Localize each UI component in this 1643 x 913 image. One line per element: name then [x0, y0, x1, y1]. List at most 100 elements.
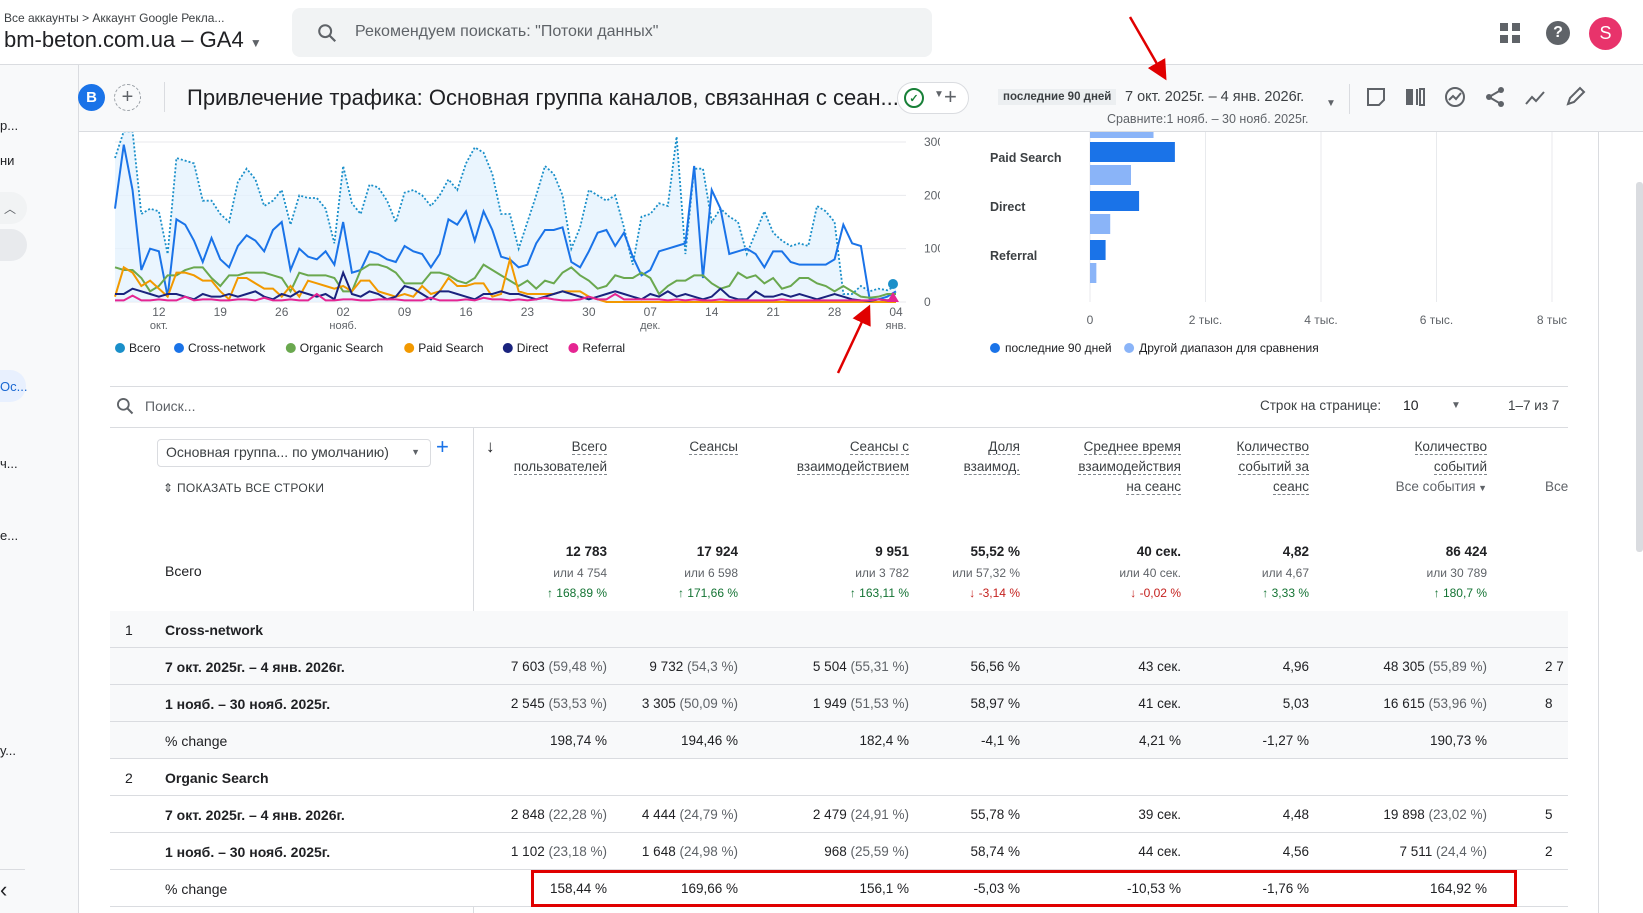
bar — [1090, 214, 1111, 234]
rows-per-page-select[interactable]: 10 ▼ — [1403, 397, 1463, 413]
legend-marker — [404, 343, 415, 353]
caret-down-icon: ▼ — [411, 447, 420, 457]
compare-columns-icon[interactable] — [1404, 86, 1426, 108]
column-header[interactable]: Доля взаимод. — [963, 437, 1020, 477]
sidebar-item[interactable]: р... — [0, 118, 19, 133]
property-selector[interactable]: bm-beton.com.ua – GA4 ▼ — [4, 27, 262, 53]
cell-value: 2 — [1545, 844, 1553, 859]
column-header[interactable]: Всего пользователей — [513, 437, 607, 477]
column-header-line: событий за — [1237, 457, 1309, 477]
global-search[interactable]: Рекомендуем поискать: "Потоки данных" — [292, 8, 932, 57]
table-row[interactable] — [110, 759, 1568, 796]
table-row[interactable] — [110, 611, 1568, 648]
table-row[interactable] — [110, 722, 1568, 759]
scrollbar[interactable] — [1636, 182, 1643, 552]
series-line-Всего — [114, 132, 897, 295]
note-icon[interactable] — [1365, 86, 1387, 108]
column-header[interactable]: Все — [1545, 437, 1620, 497]
add-comparison-button[interactable]: + — [114, 84, 141, 111]
cell-value: 4 444 — [641, 807, 676, 822]
date-range-selector[interactable]: 7 окт. 2025г. – 4 янв. 2026г. — [1125, 89, 1305, 105]
column-header[interactable]: Сеансы с взаимодействием — [796, 437, 909, 477]
sidebar-item[interactable]: ч... — [0, 456, 18, 471]
row-label: % change — [165, 881, 228, 897]
cell-value: 16 615 — [1383, 696, 1425, 711]
trend-sparkle-icon[interactable] — [1524, 86, 1546, 108]
cell-value: 2 545 — [510, 696, 545, 711]
x-tick-label: 04 — [889, 305, 903, 319]
sidebar-pill[interactable] — [0, 229, 27, 261]
row-label: 7 окт. 2025г. – 4 янв. 2026г. — [165, 807, 345, 823]
sort-arrow-down-icon[interactable]: ↓ — [486, 437, 495, 456]
column-header-text: взаимодействия — [1078, 459, 1181, 475]
legend-item: Paid Search — [404, 341, 484, 355]
event-filter-select[interactable]: Все — [1545, 479, 1569, 494]
cell-value: 4,48 — [1282, 807, 1309, 822]
total-value: 4,82 — [1282, 544, 1309, 559]
column-header[interactable]: Среднее время взаимодействия на сеанс — [1078, 437, 1181, 497]
column-header[interactable]: Сеансы — [689, 437, 738, 457]
table-search-input[interactable]: Поиск... — [145, 398, 196, 414]
search-icon — [318, 24, 337, 43]
total-value: 40 сек. — [1136, 544, 1181, 559]
column-header[interactable]: Количество событий Все события ▼ — [1396, 437, 1487, 498]
breadcrumb[interactable]: Все аккаунты > Аккаунт Google Рекла... — [4, 11, 225, 25]
cell-value: 156,1 % — [859, 881, 909, 896]
cell-value: 1 102 — [510, 844, 545, 859]
table-row[interactable] — [110, 870, 1568, 907]
legend-label: Другой диапазон для сравнения — [1139, 341, 1319, 355]
x-tick-month-label: окт. — [150, 320, 168, 332]
insights-icon[interactable] — [1444, 86, 1466, 108]
apps-grid-icon[interactable] — [1499, 22, 1521, 44]
table-row[interactable] — [110, 648, 1568, 685]
table-row[interactable] — [110, 796, 1568, 833]
add-dimension-button[interactable]: + — [436, 434, 449, 459]
sidebar-item[interactable]: у... — [0, 743, 17, 758]
help-icon[interactable]: ? — [1546, 21, 1570, 45]
dimension-select[interactable]: Основная группа... по умолчанию) ▼ — [157, 439, 431, 467]
avatar[interactable]: S — [1589, 17, 1622, 50]
table-cell: 5,03 — [1283, 696, 1309, 711]
sidebar-item[interactable]: е... — [0, 528, 19, 543]
table-cell: 2 — [1545, 844, 1568, 859]
table-cell: 7 511 (24,4 %) — [1399, 844, 1487, 859]
column-header-text: событий — [1433, 459, 1487, 475]
cell-value: 44 сек. — [1138, 844, 1181, 859]
show-all-rows-button[interactable]: ⇕ ПОКАЗАТЬ ВСЕ СТРОКИ — [163, 481, 324, 495]
column-header-text: Количество — [1414, 439, 1487, 455]
cell-value: -1,27 % — [1262, 733, 1309, 748]
segment-badge[interactable]: B — [78, 84, 105, 111]
table-cell: 2 545 (53,53 %) — [511, 696, 607, 711]
legend-label: последние 90 дней — [1005, 341, 1112, 355]
collapse-chevron-up-icon[interactable]: ︿ — [0, 192, 27, 224]
y-tick-label: 0 — [924, 295, 931, 309]
table-cell: 48 305 (55,89 %) — [1383, 659, 1487, 674]
divider — [110, 386, 1568, 387]
share-icon[interactable] — [1484, 86, 1506, 108]
table-cell: 194,46 % — [681, 733, 738, 748]
cell-value: 9 732 — [649, 659, 684, 674]
edit-pencil-icon[interactable] — [1564, 86, 1586, 108]
cell-share: (54,3 %) — [683, 659, 738, 674]
collapse-sidebar-chevron-icon[interactable]: ‹ — [0, 877, 8, 902]
caret-down-icon[interactable]: ▼ — [1326, 98, 1336, 109]
sidebar-item[interactable]: ни — [0, 153, 15, 168]
cell-value: 55,78 % — [970, 807, 1020, 822]
table-row[interactable] — [110, 685, 1568, 722]
cell-share: (53,96 %) — [1424, 696, 1487, 711]
table-cell: 4,56 — [1283, 844, 1309, 859]
check-circle-icon: ✓ — [904, 88, 924, 108]
column-header[interactable]: Количество событий за сеанс — [1236, 437, 1309, 497]
x-tick-label: 28 — [828, 305, 842, 319]
category-label: Referral — [990, 249, 1037, 263]
cell-value: 41 сек. — [1138, 696, 1181, 711]
table-cell: 190,73 % — [1430, 733, 1487, 748]
cell-share: (23,02 %) — [1424, 807, 1487, 822]
event-filter-select[interactable]: Все события ▼ — [1395, 479, 1487, 494]
cell-share: (22,28 %) — [544, 807, 607, 822]
report-status-chip[interactable]: ✓ ▼ + — [897, 82, 969, 114]
table-row[interactable] — [110, 833, 1568, 870]
sidebar-item-active[interactable]: Ос... — [0, 370, 27, 402]
legend-item: Direct — [502, 341, 549, 355]
